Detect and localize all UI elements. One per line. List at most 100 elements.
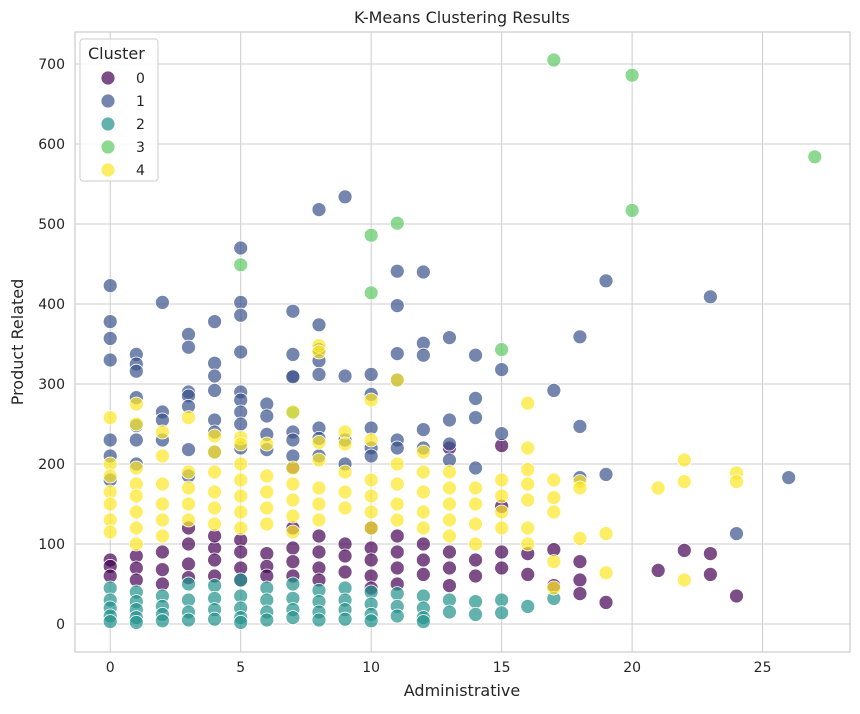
scatter-point [494, 472, 510, 488]
scatter-point [102, 352, 118, 368]
scatter-point [181, 464, 196, 480]
scatter-point [572, 329, 588, 345]
scatter-point [415, 552, 431, 568]
scatter-point [520, 462, 536, 478]
scatter-point [128, 432, 144, 448]
scatter-point [363, 472, 379, 488]
scatter-point [572, 586, 588, 601]
scatter-point [285, 524, 301, 540]
scatter-point [285, 554, 301, 569]
scatter-point [207, 464, 223, 480]
scatter-point [650, 480, 666, 496]
scatter-point [624, 67, 640, 83]
scatter-point [442, 604, 457, 620]
legend: Cluster 0 1 2 3 4 [79, 38, 159, 182]
scatter-point [389, 476, 405, 492]
scatter-point [102, 496, 118, 512]
scatter-point [337, 564, 353, 580]
scatter-point [285, 303, 301, 319]
y-tick-label: 400 [38, 297, 65, 313]
x-tick-label: 20 [623, 660, 641, 676]
y-tick-label: 300 [38, 377, 65, 393]
scatter-point [207, 382, 223, 398]
scatter-point [389, 215, 405, 231]
scatter-point [598, 466, 614, 482]
scatter-point [729, 526, 744, 541]
scatter-point [363, 552, 379, 568]
scatter-point [181, 410, 196, 426]
scatter-point [494, 592, 510, 608]
y-axis-label: Product Related [8, 279, 27, 406]
legend-marker [100, 93, 116, 109]
scatter-point [207, 484, 223, 500]
scatter-point [389, 608, 405, 624]
scatter-point [207, 314, 223, 330]
x-tick-label: 25 [754, 660, 772, 676]
scatter-point [311, 452, 327, 468]
legend-marker [100, 70, 116, 86]
y-tick-label: 500 [38, 217, 65, 233]
scatter-point [624, 202, 640, 218]
scatter-point [285, 346, 301, 362]
scatter-point [520, 492, 536, 508]
scatter-point [650, 563, 666, 578]
scatter-point [207, 355, 223, 371]
legend-label: 3 [136, 140, 145, 156]
scatter-point [285, 476, 301, 492]
scatter-point [233, 472, 249, 488]
scatter-point [389, 586, 405, 601]
scatter-point [337, 548, 353, 564]
series-cluster-3 [233, 52, 823, 358]
scatter-point [415, 536, 431, 552]
scatter-point [363, 520, 379, 536]
scatter-point [363, 285, 379, 301]
scatter-point [572, 531, 588, 546]
legend-label: 4 [136, 163, 145, 179]
scatter-point [285, 576, 301, 592]
scatter-point [468, 410, 483, 426]
scatter-point [285, 460, 301, 476]
scatter-point [233, 504, 249, 520]
scatter-point [598, 526, 614, 541]
scatter-point [102, 432, 118, 448]
scatter-point [442, 330, 457, 346]
scatter-point [233, 294, 249, 310]
scatter-point [102, 314, 118, 330]
scatter-point [285, 508, 301, 524]
scatter-point [311, 612, 327, 628]
scatter-point [546, 472, 562, 488]
legend-items: 0 1 2 3 4 [100, 70, 145, 179]
scatter-point [207, 368, 223, 384]
scatter-point [181, 612, 196, 628]
scatter-point [311, 344, 327, 360]
scatter-point [676, 543, 692, 558]
scatter-point [102, 524, 118, 540]
scatter-point [181, 536, 196, 552]
scatter-point [468, 460, 483, 476]
scatter-point [285, 610, 301, 625]
plot-border [74, 31, 851, 653]
legend-marker [100, 162, 116, 178]
scatter-point [155, 424, 170, 440]
scatter-point [702, 289, 718, 305]
scatter-point [311, 544, 327, 560]
scatter-point [311, 434, 327, 450]
scatter-point [259, 408, 275, 424]
scatter-point [259, 546, 275, 561]
scatter-point [415, 567, 431, 582]
scatter-point [442, 464, 457, 480]
scatter-point [415, 347, 431, 363]
scatter-point [415, 444, 431, 460]
scatter-point [285, 404, 301, 420]
scatter-point [128, 363, 144, 379]
scatter-point [415, 614, 431, 629]
legend-marker [100, 139, 116, 155]
scatter-point [311, 528, 327, 544]
scatter-point [363, 613, 379, 629]
scatter-point [494, 560, 510, 576]
scatter-point [233, 344, 249, 360]
data-points [102, 52, 823, 630]
scatter-point [389, 456, 405, 472]
scatter-point [102, 468, 118, 484]
scatter-point [676, 474, 692, 490]
